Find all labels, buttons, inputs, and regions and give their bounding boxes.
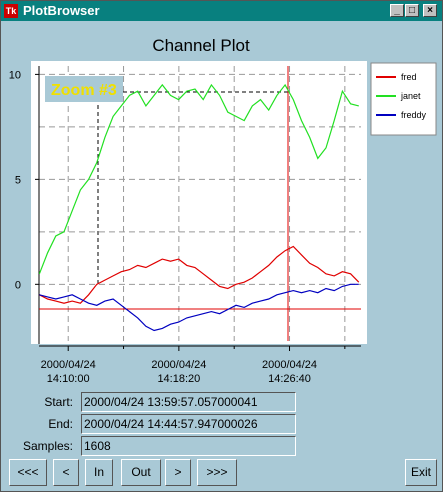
close-button[interactable]: × [423,4,437,17]
annotation: Zoom #3 [51,82,117,99]
field-label: Samples: [22,439,73,453]
y-tick-label: 0 [15,279,21,291]
legend [370,62,437,136]
annotation-box [45,76,123,102]
y-tick-label: 10 [9,69,21,81]
maximize-button[interactable]: □ [405,4,419,17]
series-line [38,83,359,275]
button[interactable]: < [53,459,79,486]
button[interactable]: <<< [9,459,47,486]
series-line [39,245,360,304]
button[interactable]: > [165,459,191,486]
series-line [39,283,359,332]
button[interactable]: >>> [197,459,237,486]
field-label: End: [48,417,73,431]
button[interactable]: Out [121,459,161,486]
legend-label: fred [401,72,417,82]
legend-label: janet [400,91,421,101]
button[interactable]: In [85,459,113,486]
field-label: Start: [44,395,73,409]
legend-label: freddy [401,110,427,120]
field-value: 1608 [81,436,296,456]
app-icon: Tk [4,4,18,18]
field-value: 2000/04/24 14:44:57.947000026 [81,414,296,434]
window-title: PlotBrowser [23,3,100,18]
title-bar: Tk PlotBrowser _ □ × [1,1,442,21]
chart: Channel Plot 0 5 10 fred janet freddy Zoom #3 [9,36,437,351]
minimize-button[interactable]: _ [390,4,404,17]
x-tick-label: 2000/04/24 14:18:20 [151,359,207,385]
field-value: 2000/04/24 13:59:57.057000041 [81,392,296,412]
chart-title: Channel Plot [152,36,250,55]
x-tick-label: 2000/04/24 14:26:40 [261,359,318,385]
button[interactable]: Exit [405,459,437,486]
y-tick-label: 5 [15,174,21,186]
x-tick-label: 2000/04/24 14:10:00 [40,359,96,385]
